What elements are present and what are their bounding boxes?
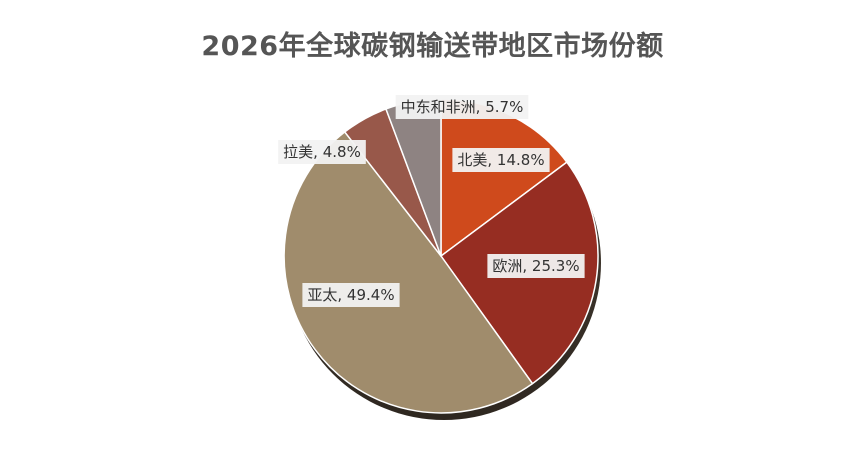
slice-label-box (302, 283, 400, 307)
slice-label-text: 亚太, 49.4% (307, 286, 394, 304)
slice-label-3: 亚太, 49.4% (302, 283, 400, 307)
slice-label-box (278, 140, 366, 164)
slice-label-2: 欧洲, 25.3% (487, 254, 585, 278)
slice-label-text: 北美, 14.8% (457, 151, 544, 169)
slice-label-text: 中东和非洲, 5.7% (401, 98, 524, 116)
slice-label-text: 欧洲, 25.3% (492, 257, 579, 275)
pie-slice-3[interactable] (283, 131, 534, 414)
slice-label-4: 拉美, 4.8% (278, 140, 366, 164)
slice-label-text: 拉美, 4.8% (283, 143, 361, 161)
slice-label-box (452, 148, 550, 172)
slice-label-5: 中东和非洲, 5.7% (395, 95, 529, 119)
slice-label-box (487, 254, 585, 278)
chart-title: 2026年全球碳钢输送带地区市场份额 (201, 31, 664, 62)
slice-label-1: 北美, 14.8% (452, 148, 550, 172)
slice-label-box (395, 95, 529, 119)
